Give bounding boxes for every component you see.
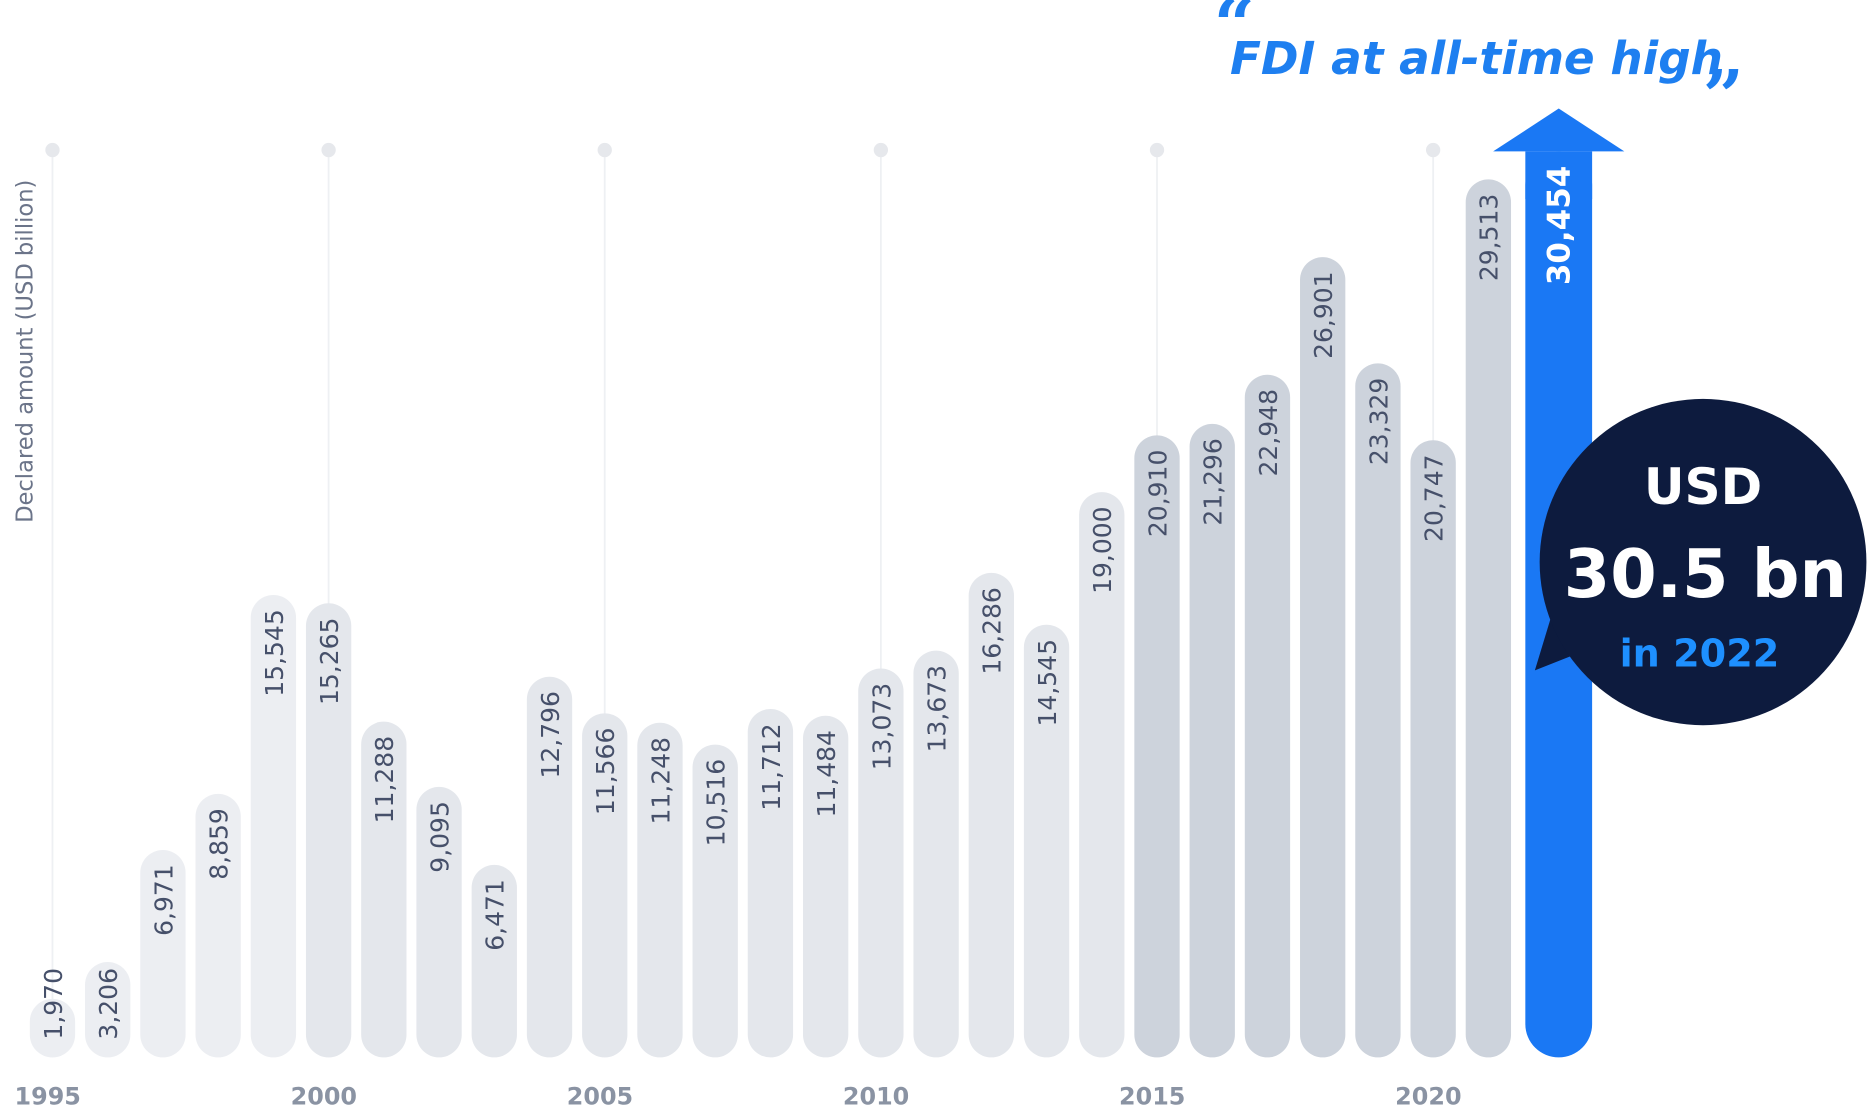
callout-bubble (1539, 398, 1867, 726)
value-label: 19,000 (1088, 506, 1117, 593)
bar (471, 864, 517, 1058)
value-label: 6,971 (149, 864, 178, 936)
bar (416, 786, 462, 1058)
value-label: 20,747 (1420, 454, 1449, 541)
bar (250, 594, 297, 1058)
value-label: 10,516 (702, 759, 731, 846)
bar (1079, 492, 1125, 1058)
value-label: 11,248 (646, 737, 675, 824)
bar (858, 668, 904, 1058)
value-label: 15,545 (260, 609, 289, 696)
value-label: 11,712 (757, 723, 786, 810)
value-label: 15,265 (315, 618, 344, 705)
bar (1244, 374, 1291, 1058)
value-label: 30,454 (1542, 166, 1578, 285)
grid-dot (1149, 142, 1165, 158)
arrow-head (1493, 108, 1625, 152)
bar (1465, 179, 1512, 1058)
bar (305, 603, 352, 1058)
value-label: 1,970 (39, 968, 68, 1040)
value-label: 9,095 (425, 801, 454, 873)
value-label: 23,329 (1364, 378, 1393, 465)
x-tick-label: 2010 (843, 1082, 909, 1110)
bar (1410, 440, 1456, 1058)
chart-title: FDI at all-time high (1230, 32, 1723, 85)
x-tick-label: 2015 (1119, 1082, 1185, 1110)
bar (1355, 363, 1401, 1058)
value-label: 11,288 (370, 736, 399, 823)
value-label: 16,286 (978, 587, 1007, 674)
bar (802, 715, 849, 1058)
value-label: 22,948 (1254, 389, 1283, 476)
bar (526, 676, 573, 1058)
bar (747, 708, 794, 1058)
value-label: 8,859 (205, 808, 234, 880)
bar (140, 850, 186, 1058)
value-label: 13,073 (867, 683, 896, 770)
callout-line: USD (1644, 458, 1762, 516)
bar (361, 721, 407, 1058)
value-label: 11,566 (591, 728, 620, 815)
open-quote: “ (1214, 0, 1255, 66)
grid-dot (597, 142, 612, 158)
x-tick-label: 2005 (567, 1082, 633, 1110)
bar (637, 722, 683, 1058)
value-label: 11,484 (812, 730, 841, 817)
value-label: 3,206 (94, 968, 123, 1040)
value-label: 12,796 (536, 691, 565, 778)
chart-area: Declared amount (USD billion) FDI at all… (13, 0, 1867, 1110)
bar (1300, 257, 1346, 1058)
bar (582, 713, 628, 1058)
bar-top (1525, 151, 1593, 200)
bar (195, 793, 241, 1058)
grid-dot (1425, 142, 1441, 158)
bar (1023, 624, 1070, 1058)
callout-line: 30.5 bn (1564, 535, 1847, 613)
x-tick-label: 2000 (291, 1082, 357, 1110)
bar (1189, 423, 1235, 1058)
bar (1134, 435, 1180, 1058)
value-label: 13,673 (922, 665, 951, 752)
bar (29, 998, 76, 1058)
bar (913, 650, 959, 1058)
x-tick-label: 2020 (1395, 1082, 1461, 1110)
bar (85, 962, 131, 1058)
y-axis-label: Declared amount (USD billion) (13, 180, 39, 523)
grid-dot (45, 142, 60, 158)
close-quote: ” (1703, 54, 1744, 138)
callout-line: in 2022 (1620, 632, 1780, 676)
value-label: 26,901 (1309, 271, 1338, 358)
value-label: 14,545 (1033, 639, 1062, 726)
grid-dot (321, 142, 336, 158)
x-tick-label: 1995 (15, 1082, 81, 1110)
bar (968, 572, 1014, 1058)
value-label: 21,296 (1199, 438, 1228, 525)
value-label: 29,513 (1475, 194, 1504, 281)
value-label: 6,471 (481, 879, 510, 951)
value-label: 20,910 (1143, 450, 1172, 537)
bar (692, 744, 738, 1058)
grid-dot (873, 142, 889, 158)
